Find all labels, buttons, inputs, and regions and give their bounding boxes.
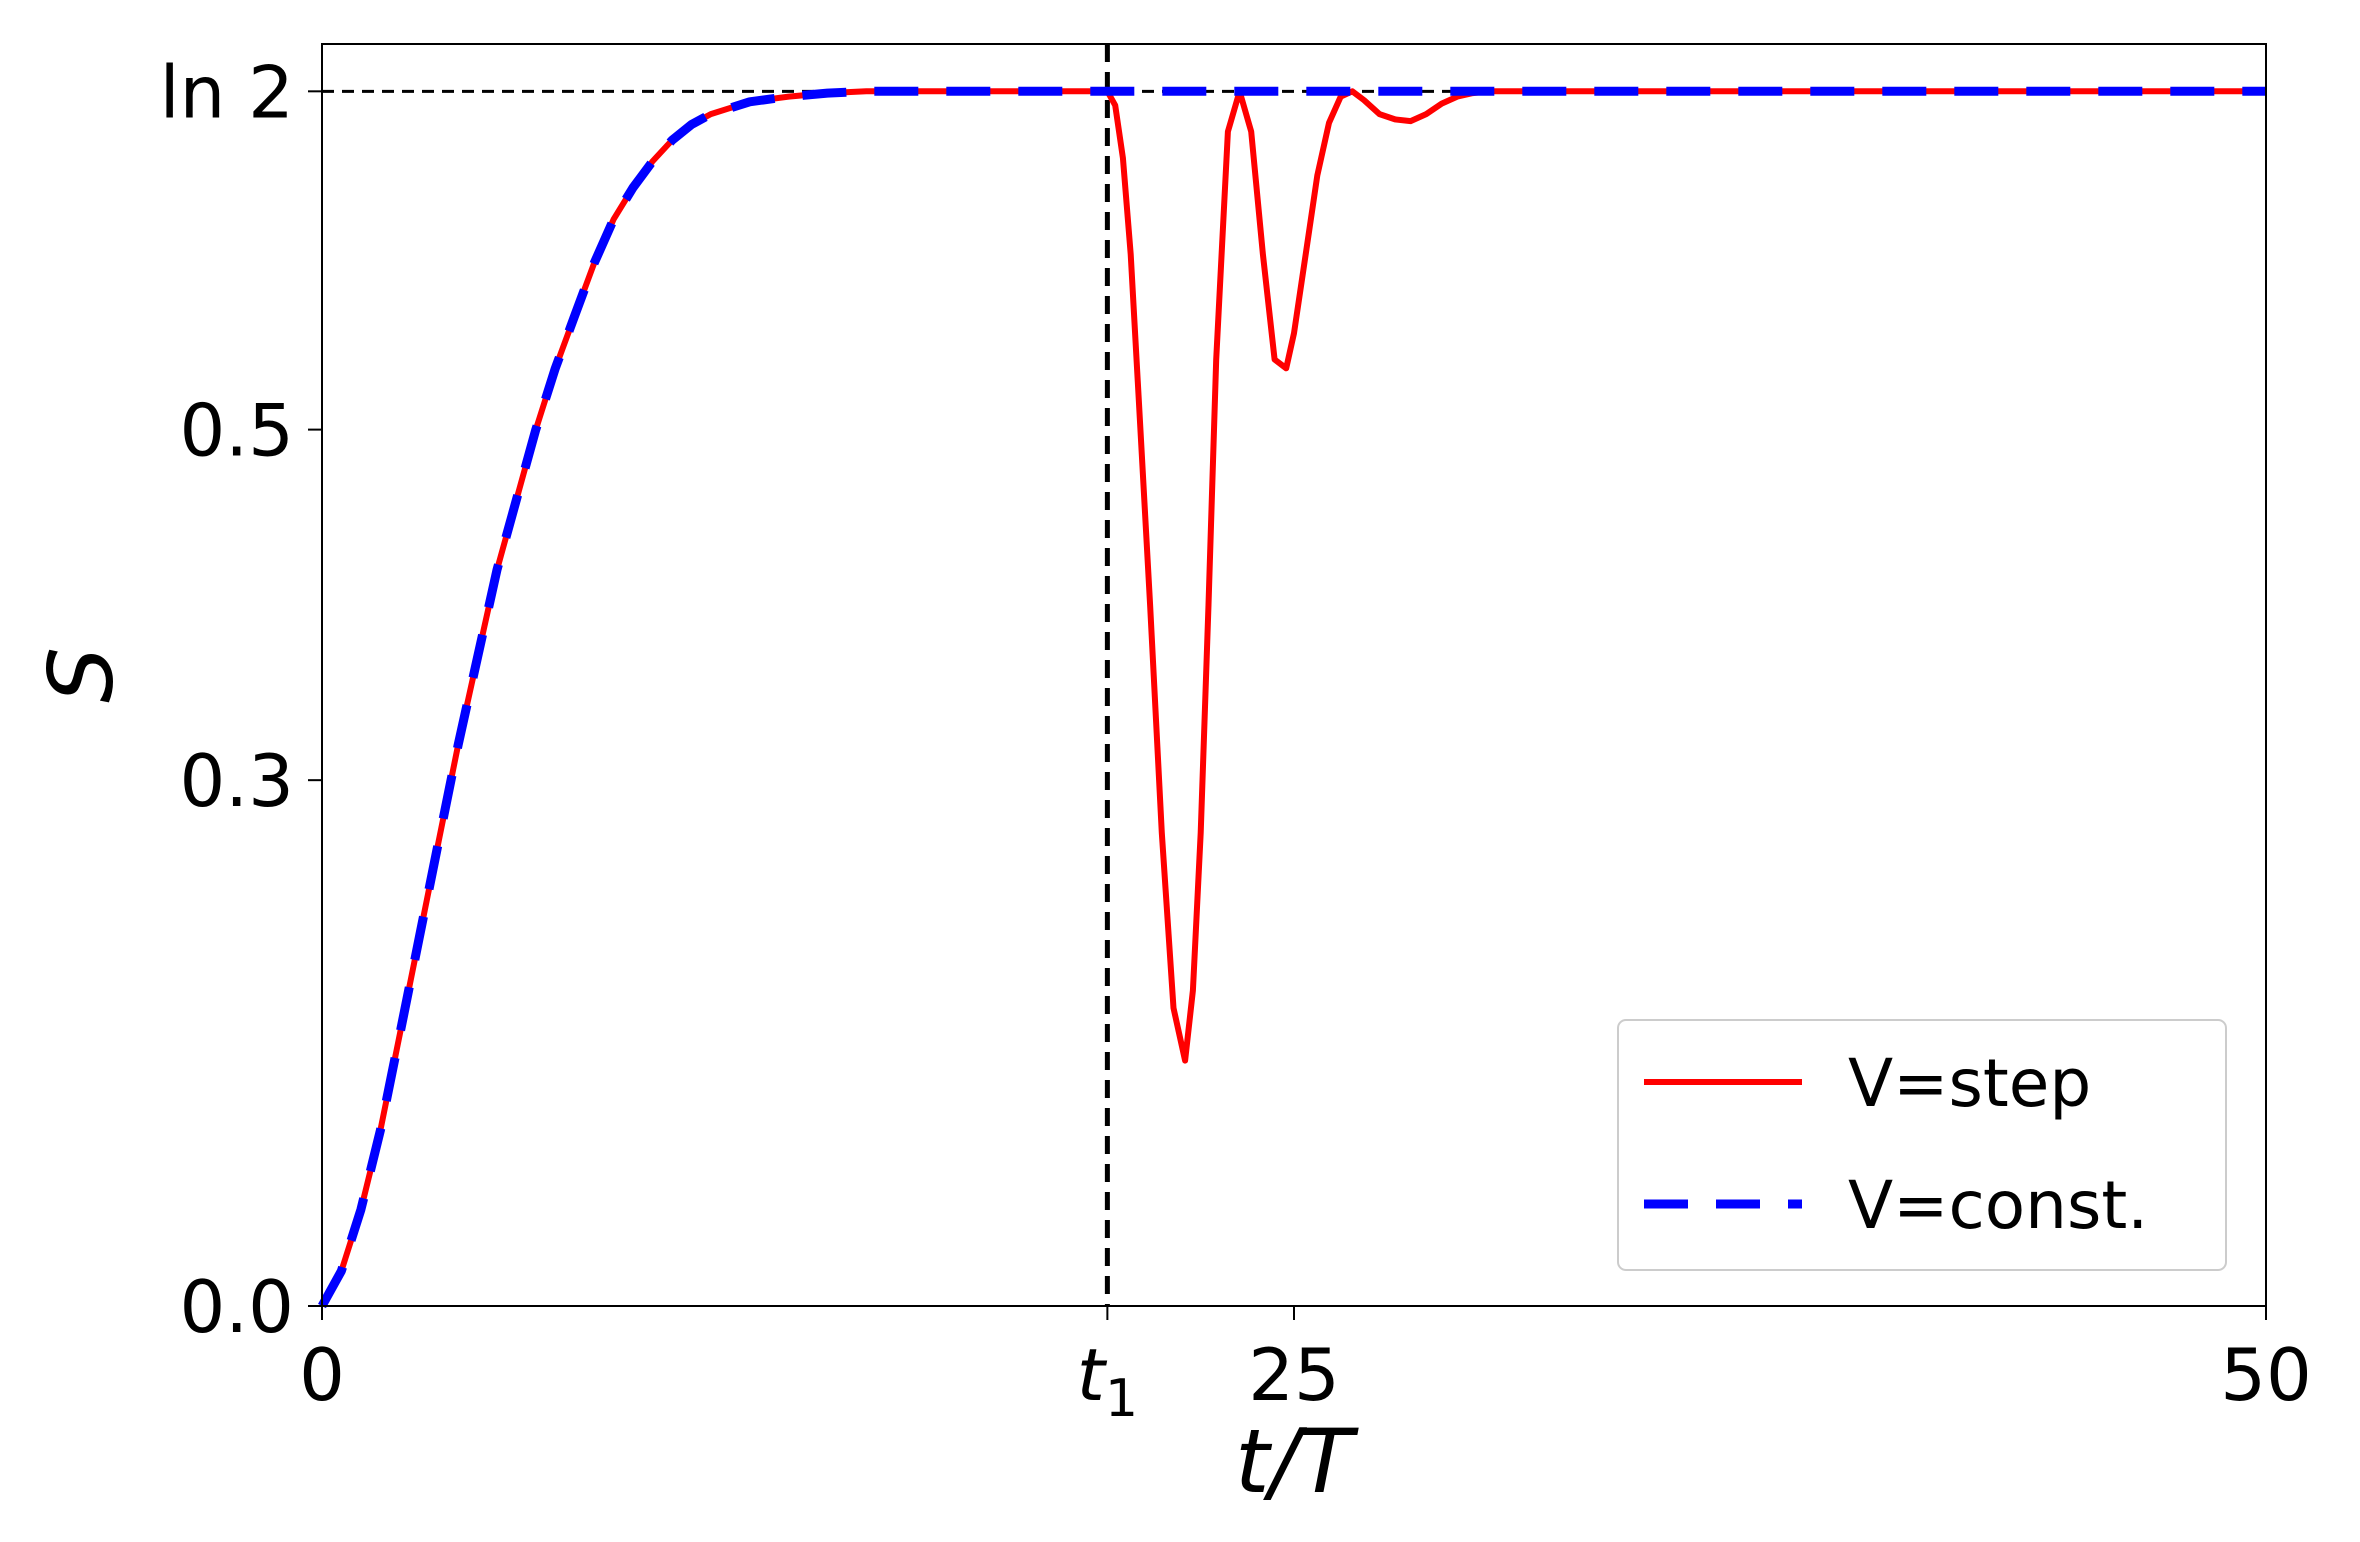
series-line-v-step: [319, 88, 2266, 1308]
y-tick-label: 0.3: [179, 739, 294, 823]
legend-label-v-const: V=const.: [1848, 1167, 2148, 1244]
x-tick-label: 0: [299, 1333, 345, 1417]
x-tick-label: 25: [1248, 1333, 1340, 1417]
x-tick-label: 50: [2220, 1333, 2312, 1417]
y-tick-label: ln 2: [160, 50, 294, 134]
x-axis-label: t/T: [1235, 1410, 1359, 1513]
legend: V=step V=const.: [1617, 1019, 2227, 1271]
y-axis: 0.0 0.3 0.5 ln 2: [160, 50, 322, 1349]
series-line-v-const: [318, 86, 2266, 1309]
y-axis-label: S: [30, 647, 133, 703]
y-tick-label: 0.5: [179, 389, 294, 473]
x-axis: 0 t1 25 50: [299, 1306, 2312, 1429]
x-tick-label: t1: [1077, 1333, 1138, 1429]
series-layer: [318, 86, 2266, 1309]
y-tick-label: 0.0: [179, 1265, 294, 1349]
legend-label-v-step: V=step: [1848, 1045, 2091, 1122]
